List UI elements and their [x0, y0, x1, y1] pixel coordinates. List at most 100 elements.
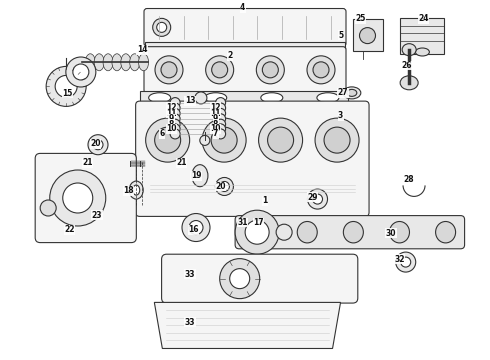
Circle shape — [216, 177, 233, 195]
Circle shape — [401, 257, 411, 267]
Circle shape — [216, 103, 225, 113]
Ellipse shape — [343, 221, 364, 243]
Circle shape — [313, 62, 329, 78]
Text: 11: 11 — [210, 109, 221, 118]
Text: 28: 28 — [404, 175, 415, 184]
Bar — [145, 42, 345, 49]
Ellipse shape — [94, 54, 104, 71]
Text: 2: 2 — [228, 51, 233, 60]
Text: 31: 31 — [237, 218, 248, 227]
Text: 23: 23 — [92, 211, 102, 220]
Circle shape — [40, 200, 56, 216]
Text: 5: 5 — [338, 31, 343, 40]
Ellipse shape — [390, 221, 410, 243]
Text: 8: 8 — [213, 120, 218, 129]
Circle shape — [153, 18, 171, 36]
Circle shape — [216, 98, 225, 108]
Polygon shape — [154, 302, 341, 348]
FancyBboxPatch shape — [144, 47, 346, 93]
Text: 12: 12 — [210, 103, 221, 112]
Circle shape — [46, 66, 86, 107]
Circle shape — [73, 64, 89, 80]
Text: 33: 33 — [185, 318, 196, 327]
Circle shape — [182, 213, 210, 242]
Text: 21: 21 — [82, 158, 93, 167]
Circle shape — [220, 181, 229, 192]
Ellipse shape — [129, 181, 143, 199]
Circle shape — [235, 210, 279, 254]
Circle shape — [216, 114, 225, 124]
Circle shape — [195, 92, 207, 104]
Circle shape — [245, 220, 269, 244]
Ellipse shape — [133, 185, 140, 195]
Ellipse shape — [103, 54, 113, 71]
Ellipse shape — [148, 93, 171, 103]
Text: 25: 25 — [355, 14, 366, 23]
Text: 6: 6 — [159, 129, 164, 138]
Text: 9: 9 — [169, 114, 174, 123]
Ellipse shape — [436, 221, 456, 243]
Text: 21: 21 — [176, 158, 187, 167]
Text: 30: 30 — [386, 229, 396, 238]
Text: 32: 32 — [394, 255, 405, 264]
Text: 18: 18 — [123, 186, 134, 195]
Text: 1: 1 — [262, 197, 267, 205]
Circle shape — [216, 108, 225, 118]
Circle shape — [396, 252, 416, 272]
Text: 26: 26 — [401, 61, 412, 70]
Text: 27: 27 — [338, 88, 348, 97]
Circle shape — [63, 183, 93, 213]
Ellipse shape — [402, 44, 416, 56]
Ellipse shape — [347, 89, 357, 96]
Circle shape — [170, 103, 180, 113]
Circle shape — [220, 258, 260, 299]
Circle shape — [307, 56, 335, 84]
Circle shape — [155, 56, 183, 84]
Text: 14: 14 — [137, 45, 147, 54]
Circle shape — [216, 124, 225, 134]
FancyBboxPatch shape — [35, 153, 136, 243]
Ellipse shape — [317, 93, 339, 103]
Text: 16: 16 — [188, 225, 199, 234]
Ellipse shape — [192, 165, 208, 187]
Text: 20: 20 — [90, 139, 101, 148]
Circle shape — [216, 129, 225, 139]
Circle shape — [308, 189, 327, 209]
Text: 10: 10 — [166, 124, 177, 133]
Ellipse shape — [139, 54, 148, 71]
Text: 3: 3 — [338, 112, 343, 120]
FancyBboxPatch shape — [162, 254, 358, 303]
Ellipse shape — [121, 54, 131, 71]
Circle shape — [93, 140, 103, 150]
Circle shape — [206, 56, 234, 84]
Circle shape — [324, 127, 350, 153]
Text: 7: 7 — [213, 129, 218, 138]
Circle shape — [230, 269, 250, 289]
Circle shape — [276, 224, 292, 240]
Circle shape — [170, 124, 180, 134]
Circle shape — [256, 56, 284, 84]
Circle shape — [313, 194, 322, 204]
Text: 29: 29 — [307, 193, 318, 202]
Circle shape — [170, 98, 180, 108]
Circle shape — [259, 118, 303, 162]
Text: 9: 9 — [213, 114, 218, 123]
Circle shape — [216, 119, 225, 129]
FancyBboxPatch shape — [144, 9, 346, 46]
Text: 8: 8 — [169, 120, 174, 129]
Text: 12: 12 — [166, 103, 177, 112]
Circle shape — [170, 114, 180, 124]
Ellipse shape — [205, 93, 227, 103]
FancyBboxPatch shape — [235, 216, 465, 249]
Circle shape — [146, 118, 190, 162]
Bar — [352, 19, 383, 51]
Circle shape — [161, 62, 177, 78]
Circle shape — [200, 135, 210, 145]
Circle shape — [189, 221, 203, 234]
Text: 4: 4 — [240, 3, 245, 12]
Ellipse shape — [130, 54, 140, 71]
Circle shape — [155, 127, 181, 153]
Text: 15: 15 — [62, 89, 73, 98]
Text: 24: 24 — [418, 14, 429, 23]
Circle shape — [88, 135, 108, 155]
